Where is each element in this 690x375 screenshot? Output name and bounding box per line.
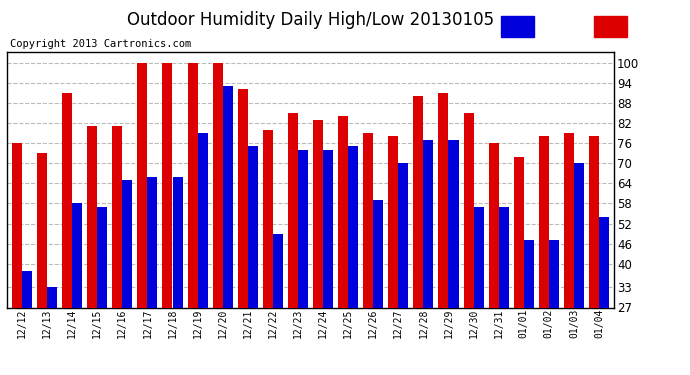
Bar [348, 147, 358, 375]
Bar [288, 113, 298, 375]
Bar [37, 153, 47, 375]
Bar [62, 93, 72, 375]
Bar [549, 240, 559, 375]
Bar [413, 96, 424, 375]
Bar [363, 133, 373, 375]
Text: Copyright 2013 Cartronics.com: Copyright 2013 Cartronics.com [10, 39, 192, 50]
Bar [72, 204, 82, 375]
Bar [500, 16, 534, 37]
Bar [398, 163, 408, 375]
Bar [438, 93, 449, 375]
Bar [373, 200, 383, 375]
Bar [223, 86, 233, 375]
Bar [298, 150, 308, 375]
Bar [599, 217, 609, 375]
Bar [197, 133, 208, 375]
Bar [589, 136, 599, 375]
Bar [162, 63, 172, 375]
Bar [188, 63, 197, 375]
Text: High  (%): High (%) [631, 21, 684, 31]
Bar [112, 126, 122, 375]
Bar [122, 180, 132, 375]
Bar [87, 126, 97, 375]
Bar [424, 140, 433, 375]
Bar [273, 234, 283, 375]
Bar [489, 143, 499, 375]
Bar [539, 136, 549, 375]
Bar [263, 130, 273, 375]
Bar [388, 136, 398, 375]
Bar [238, 89, 248, 375]
Bar [524, 240, 534, 375]
Bar [313, 120, 323, 375]
Bar [137, 63, 148, 375]
Bar [148, 177, 157, 375]
Bar [464, 113, 473, 375]
Bar [514, 156, 524, 375]
Bar [473, 207, 484, 375]
Bar [172, 177, 183, 375]
Bar [22, 271, 32, 375]
Bar [47, 287, 57, 375]
Bar [323, 150, 333, 375]
Bar [248, 147, 258, 375]
Bar [448, 140, 459, 375]
Text: Low  (%): Low (%) [538, 21, 585, 31]
Bar [97, 207, 107, 375]
Bar [12, 143, 22, 375]
Bar [499, 207, 509, 375]
Bar [213, 63, 223, 375]
Text: Outdoor Humidity Daily High/Low 20130105: Outdoor Humidity Daily High/Low 20130105 [127, 11, 494, 29]
Bar [593, 16, 627, 37]
Bar [564, 133, 574, 375]
Bar [338, 116, 348, 375]
Bar [574, 163, 584, 375]
